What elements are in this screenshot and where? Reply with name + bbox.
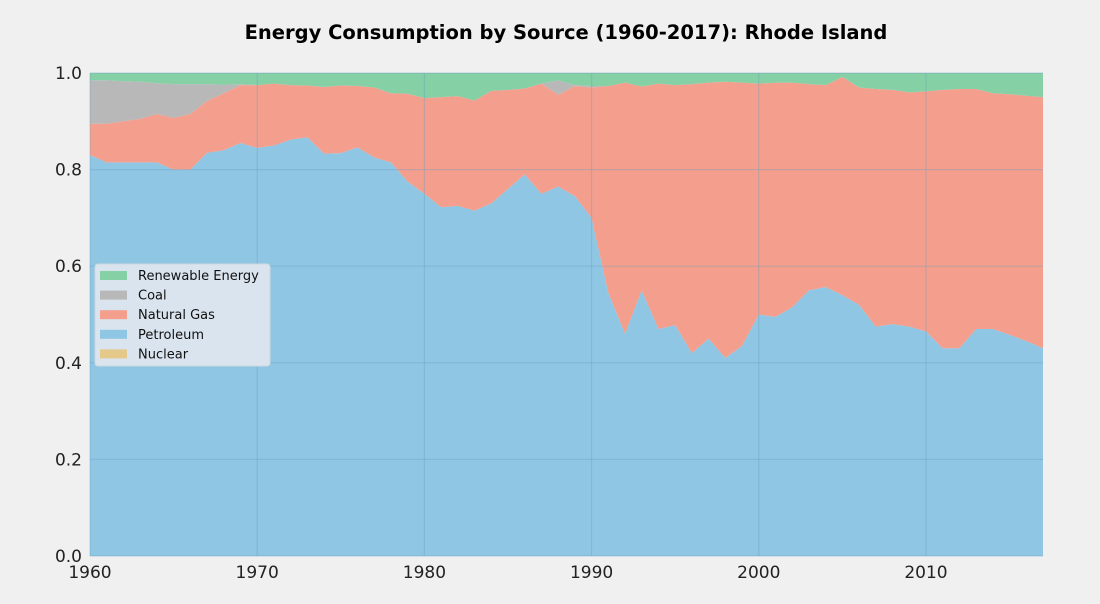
legend-swatch-coal <box>100 290 127 300</box>
legend-label-nuclear: Nuclear <box>138 347 189 362</box>
x-tick-label: 2000 <box>737 563 780 583</box>
y-axis-ticks: 0.0 0.2 0.4 0.6 0.8 1.0 <box>55 64 82 567</box>
chart-title: Energy Consumption by Source (1960-2017)… <box>245 21 888 44</box>
y-tick-label: 0.2 <box>55 450 82 470</box>
legend-label-coal: Coal <box>138 289 167 304</box>
x-tick-label: 2010 <box>904 563 947 583</box>
x-tick-label: 1970 <box>236 563 279 583</box>
y-tick-label: 1.0 <box>55 64 82 84</box>
x-tick-label: 1990 <box>570 563 613 583</box>
legend: Renewable Energy Coal Natural Gas Petroleum… <box>94 263 271 367</box>
areas-layer <box>90 73 1043 557</box>
y-tick-label: 0.8 <box>55 161 82 181</box>
legend-swatch-natural-gas <box>100 310 127 320</box>
legend-label-renewable-energy: Renewable Energy <box>138 269 259 284</box>
area-petroleum <box>90 137 1043 557</box>
x-axis-ticks: 1960 1970 1980 1990 2000 2010 <box>68 563 947 583</box>
legend-swatch-petroleum <box>100 329 127 339</box>
legend-label-petroleum: Petroleum <box>138 328 204 343</box>
y-tick-label: 0.0 <box>55 547 82 567</box>
area-renewable-energy <box>90 73 1043 101</box>
legend-label-natural-gas: Natural Gas <box>138 308 215 323</box>
grid-layer <box>89 72 1043 557</box>
y-tick-label: 0.4 <box>55 354 82 374</box>
x-tick-label: 1980 <box>403 563 446 583</box>
legend-swatch-nuclear <box>100 349 127 359</box>
x-tick-label: 1960 <box>68 563 111 583</box>
legend-box <box>94 263 271 367</box>
area-coal <box>90 76 1043 124</box>
area-natural-gas <box>90 76 1043 358</box>
y-tick-label: 0.6 <box>55 257 82 277</box>
legend-swatch-renewable-energy <box>100 271 127 280</box>
